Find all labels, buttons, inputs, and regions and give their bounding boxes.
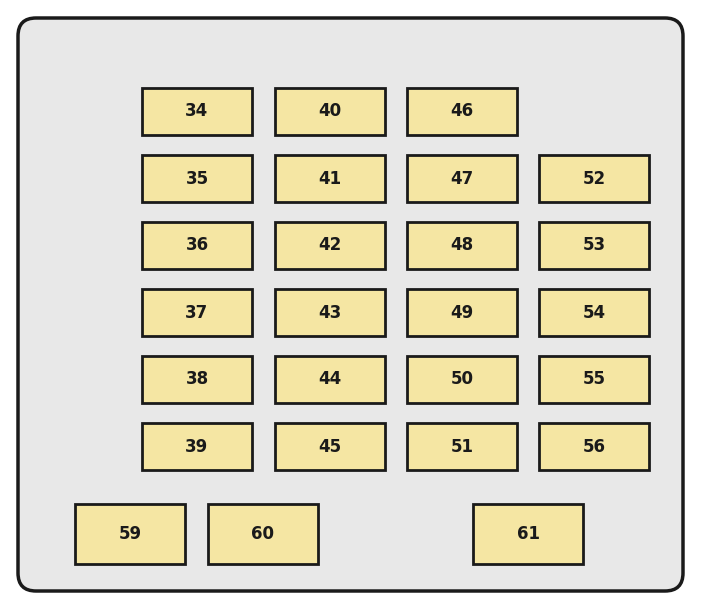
FancyBboxPatch shape bbox=[539, 356, 649, 403]
FancyBboxPatch shape bbox=[275, 289, 385, 336]
FancyBboxPatch shape bbox=[539, 289, 649, 336]
Text: 40: 40 bbox=[318, 102, 341, 121]
FancyBboxPatch shape bbox=[539, 155, 649, 202]
Text: 49: 49 bbox=[450, 303, 474, 322]
FancyBboxPatch shape bbox=[275, 356, 385, 403]
Text: 44: 44 bbox=[318, 370, 341, 389]
Text: 52: 52 bbox=[583, 169, 606, 188]
Text: 61: 61 bbox=[517, 525, 540, 543]
Text: 37: 37 bbox=[185, 303, 209, 322]
FancyBboxPatch shape bbox=[275, 222, 385, 269]
FancyBboxPatch shape bbox=[18, 18, 683, 591]
Text: 46: 46 bbox=[451, 102, 474, 121]
Text: 43: 43 bbox=[318, 303, 341, 322]
Text: 47: 47 bbox=[450, 169, 474, 188]
Text: 34: 34 bbox=[185, 102, 209, 121]
Text: 42: 42 bbox=[318, 236, 341, 255]
FancyBboxPatch shape bbox=[275, 88, 385, 135]
Text: 50: 50 bbox=[451, 370, 473, 389]
FancyBboxPatch shape bbox=[142, 356, 252, 403]
Text: 59: 59 bbox=[118, 525, 142, 543]
FancyBboxPatch shape bbox=[407, 155, 517, 202]
FancyBboxPatch shape bbox=[75, 504, 185, 564]
FancyBboxPatch shape bbox=[539, 423, 649, 470]
Text: 36: 36 bbox=[186, 236, 209, 255]
FancyBboxPatch shape bbox=[142, 222, 252, 269]
Text: 48: 48 bbox=[451, 236, 474, 255]
FancyBboxPatch shape bbox=[142, 155, 252, 202]
Text: 38: 38 bbox=[186, 370, 209, 389]
FancyBboxPatch shape bbox=[142, 289, 252, 336]
FancyBboxPatch shape bbox=[407, 423, 517, 470]
FancyBboxPatch shape bbox=[275, 155, 385, 202]
FancyBboxPatch shape bbox=[539, 222, 649, 269]
FancyBboxPatch shape bbox=[208, 504, 318, 564]
Text: 54: 54 bbox=[583, 303, 606, 322]
Text: 51: 51 bbox=[451, 437, 473, 456]
Text: 35: 35 bbox=[186, 169, 209, 188]
Text: 41: 41 bbox=[318, 169, 341, 188]
Text: 39: 39 bbox=[185, 437, 209, 456]
FancyBboxPatch shape bbox=[407, 222, 517, 269]
FancyBboxPatch shape bbox=[407, 289, 517, 336]
Text: 45: 45 bbox=[318, 437, 341, 456]
FancyBboxPatch shape bbox=[407, 88, 517, 135]
FancyBboxPatch shape bbox=[275, 423, 385, 470]
FancyBboxPatch shape bbox=[142, 88, 252, 135]
FancyBboxPatch shape bbox=[407, 356, 517, 403]
FancyBboxPatch shape bbox=[142, 423, 252, 470]
FancyBboxPatch shape bbox=[473, 504, 583, 564]
Text: 53: 53 bbox=[583, 236, 606, 255]
Text: 56: 56 bbox=[583, 437, 606, 456]
Text: 55: 55 bbox=[583, 370, 606, 389]
Text: 60: 60 bbox=[252, 525, 275, 543]
